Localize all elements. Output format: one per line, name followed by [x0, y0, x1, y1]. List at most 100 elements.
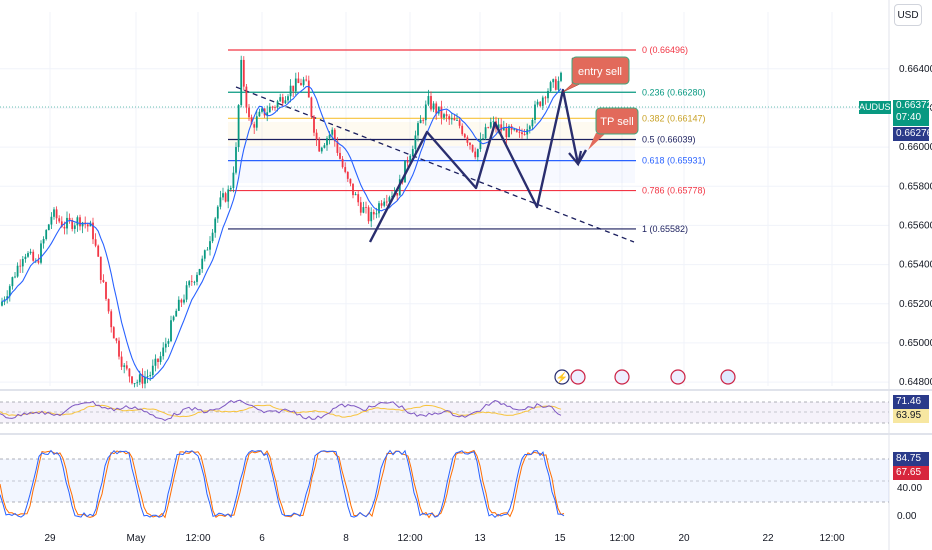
- candle-body: [531, 119, 534, 127]
- candle-body: [492, 121, 495, 123]
- stochastic-pane[interactable]: [0, 449, 889, 519]
- candle-body: [266, 112, 269, 116]
- candle-body: [281, 97, 284, 104]
- candle-body: [167, 341, 170, 344]
- entry-sell-callout[interactable]: entry sell: [562, 56, 630, 93]
- stoch-tick-40: 40.00: [897, 483, 923, 494]
- trend-line[interactable]: [235, 86, 635, 243]
- candle-body: [404, 160, 406, 183]
- lightning-event-icon[interactable]: [554, 369, 570, 385]
- candle-body: [469, 142, 471, 145]
- au-flag-event-icon[interactable]: [720, 369, 736, 385]
- candle-body: [42, 239, 45, 244]
- tp-sell-callout[interactable]: TP sell: [588, 107, 639, 150]
- candle-body: [336, 141, 339, 153]
- candle-body: [445, 114, 448, 117]
- candle-body: [284, 100, 287, 104]
- candle-body: [222, 193, 224, 198]
- candle-body: [279, 97, 282, 102]
- candle-body: [437, 106, 440, 114]
- rsi-value-tag: 71.46: [893, 395, 929, 409]
- candle-body: [292, 85, 295, 92]
- candle-body: [211, 232, 214, 242]
- tp-sell-label: TP sell: [600, 116, 633, 128]
- candle-body: [333, 129, 336, 142]
- candle-body: [16, 265, 19, 277]
- time-axis[interactable]: 29 May 12:00 6 8 12:00 13 15 12:00 20 22 12:00: [44, 533, 845, 544]
- event-icons[interactable]: ⚡: [554, 369, 736, 385]
- candle-body: [53, 209, 55, 217]
- candle-body: [125, 365, 128, 369]
- candle-body: [209, 241, 211, 250]
- candle-body: [458, 120, 461, 126]
- candle-body: [102, 279, 105, 283]
- fib-level-label: 0.786 (0.65778): [642, 186, 706, 196]
- currency-button[interactable]: USD: [894, 4, 922, 26]
- candle-body: [349, 178, 352, 184]
- candle-body: [110, 311, 113, 328]
- fib-level-label: 1 (0.65582): [642, 224, 688, 234]
- candle-body: [500, 124, 503, 131]
- candle-body: [37, 260, 40, 263]
- candle-body: [138, 374, 141, 383]
- candle-body: [513, 129, 516, 130]
- candle-body: [534, 104, 536, 120]
- candle-body: [175, 310, 178, 317]
- candle-body: [482, 138, 484, 140]
- fib-level-label: 0.382 (0.66147): [642, 113, 706, 123]
- candle-body: [107, 298, 110, 312]
- candle-body: [497, 124, 500, 129]
- candle-body: [310, 97, 313, 117]
- candle-body: [97, 245, 100, 257]
- price-tick-label: 0.64800: [899, 377, 932, 388]
- candle-body: [362, 207, 365, 213]
- candle-body: [448, 116, 451, 120]
- candle-body: [219, 197, 222, 207]
- candle-body: [432, 103, 435, 110]
- candle-body: [430, 96, 432, 110]
- candle-body: [476, 149, 479, 158]
- zigzag-pattern[interactable]: [368, 88, 588, 243]
- candle-body: [63, 226, 66, 229]
- candle-body: [76, 217, 79, 226]
- time-tick-label: 15: [554, 533, 566, 544]
- candle-body: [66, 217, 68, 229]
- us-flag-event-icon[interactable]: [570, 369, 586, 385]
- candle-body: [375, 213, 378, 215]
- rsi-pane[interactable]: [0, 399, 889, 424]
- candle-body: [216, 206, 219, 219]
- entry-sell-label: entry sell: [578, 66, 622, 78]
- candle-body: [232, 172, 235, 189]
- candle-body: [144, 377, 146, 384]
- candle-body: [141, 374, 144, 384]
- stoch-d-tag: 67.65: [893, 466, 929, 480]
- candle-body: [406, 160, 409, 163]
- candle-body: [94, 239, 97, 246]
- candle-body: [544, 97, 547, 99]
- candle-body: [276, 101, 279, 108]
- candle-body: [313, 116, 315, 133]
- candle-body: [81, 222, 84, 227]
- candle-body: [133, 383, 136, 384]
- candle-body: [229, 188, 232, 190]
- candle-body: [359, 202, 362, 213]
- candle-body: [19, 265, 22, 267]
- candle-body: [29, 251, 32, 254]
- candle-body: [40, 243, 42, 263]
- candle-body: [554, 79, 557, 90]
- candle-body: [515, 129, 518, 132]
- candle-body: [383, 201, 386, 206]
- time-tick-label: 8: [343, 533, 349, 544]
- candle-body: [14, 276, 16, 278]
- candle-body: [479, 139, 482, 150]
- candle-body: [380, 203, 383, 206]
- us-flag-event-icon[interactable]: [614, 369, 630, 385]
- time-tick-label: 12:00: [185, 533, 210, 544]
- candle-body: [344, 167, 347, 172]
- us-flag-event-icon[interactable]: [670, 369, 686, 385]
- candle-body: [172, 316, 175, 321]
- fib-level-label: 0.236 (0.66280): [642, 87, 706, 97]
- candle-body: [331, 129, 334, 135]
